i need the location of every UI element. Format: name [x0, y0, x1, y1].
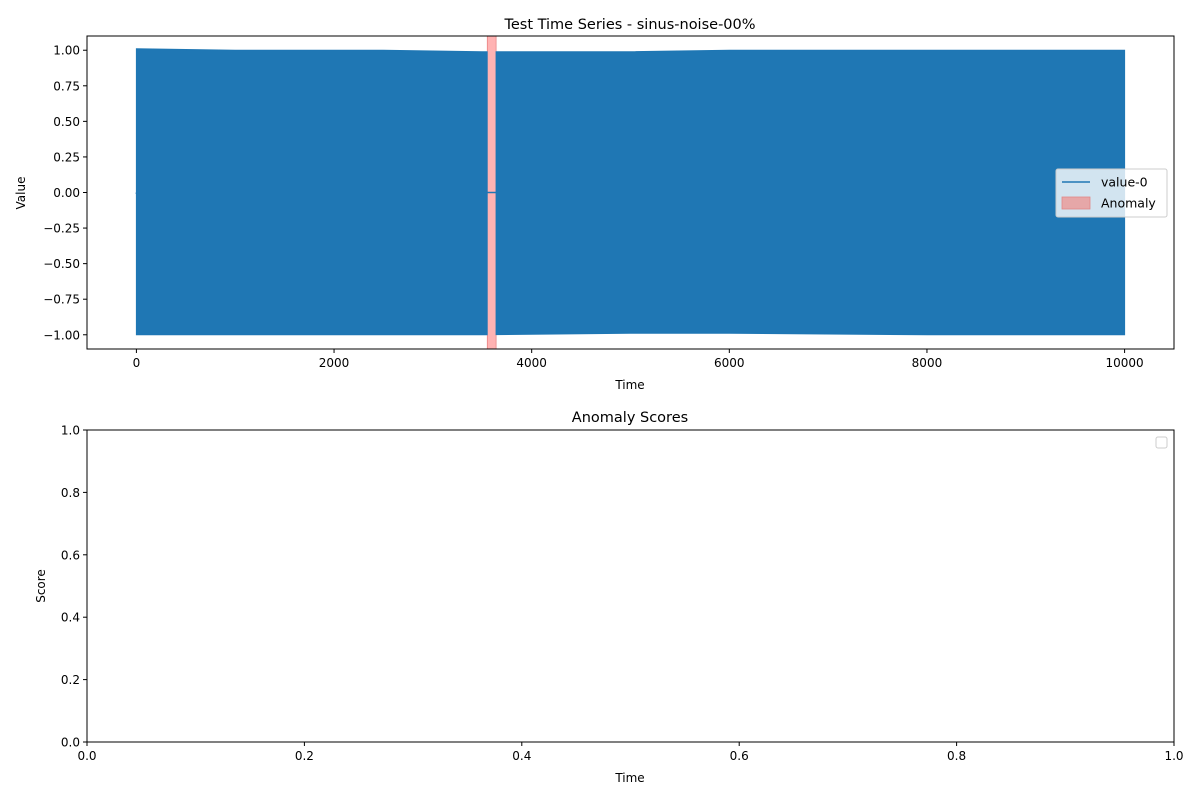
timeseries-axes-frame — [86, 35, 1175, 350]
y-tick-label: 0.0 — [61, 736, 80, 750]
x-tick-label: 0.2 — [295, 749, 314, 763]
x-tick-label: 4000 — [516, 356, 547, 370]
timeseries-plot-area — [135, 35, 1126, 350]
x-tick-label: 0.8 — [947, 749, 966, 763]
x-tick-label: 0 — [133, 356, 141, 370]
scores-axes-frame — [86, 429, 1175, 743]
scores-y-ticks: 0.0 0.2 0.4 0.6 0.8 1.0 — [61, 424, 87, 750]
y-tick-label: −0.50 — [43, 257, 80, 271]
y-tick-label: 0.8 — [61, 486, 80, 500]
y-tick-label: −0.75 — [43, 293, 80, 307]
scores-y-axis-label: Score — [34, 569, 48, 603]
scores-x-axis-label: Time — [614, 771, 644, 785]
y-tick-label: 0.25 — [53, 150, 80, 164]
series-value-0-band — [495, 49, 1126, 336]
timeseries-y-ticks: 1.00 0.75 0.50 0.25 0.00 −0.25 −0.50 −0.75 −1.00 — [43, 44, 87, 342]
y-tick-label: 0.00 — [53, 186, 80, 200]
series-value-0-band — [135, 48, 488, 336]
timeseries-legend: value-0 Anomaly — [1055, 168, 1168, 218]
y-tick-label: 0.4 — [61, 611, 80, 625]
y-tick-label: −1.00 — [43, 328, 80, 342]
timeseries-x-ticks: 0 2000 4000 6000 8000 10000 — [133, 349, 1144, 370]
x-tick-label: 8000 — [912, 356, 943, 370]
x-tick-label: 0.6 — [730, 749, 749, 763]
x-tick-label: 10000 — [1105, 356, 1143, 370]
timeseries-x-axis-label: Time — [614, 378, 644, 392]
legend-value-label: value-0 — [1101, 175, 1148, 190]
y-tick-label: 0.50 — [53, 115, 80, 129]
y-tick-label: 1.0 — [61, 424, 80, 438]
timeseries-y-axis-label: Value — [14, 177, 28, 210]
legend-anomaly-label: Anomaly — [1101, 196, 1156, 211]
x-tick-label: 1.0 — [1164, 749, 1183, 763]
timeseries-title: Test Time Series - sinus-noise-00% — [503, 17, 755, 33]
scores-empty-legend — [1155, 436, 1168, 449]
x-tick-label: 0.4 — [512, 749, 531, 763]
y-tick-label: 0.6 — [61, 548, 80, 562]
x-tick-label: 2000 — [319, 356, 350, 370]
legend-anomaly-swatch — [1061, 196, 1091, 210]
y-tick-label: −0.25 — [43, 222, 80, 236]
x-tick-label: 0.0 — [77, 749, 96, 763]
y-tick-label: 1.00 — [53, 44, 80, 58]
y-tick-label: 0.75 — [53, 79, 80, 93]
scores-x-ticks: 0.0 0.2 0.4 0.6 0.8 1.0 — [77, 742, 1184, 763]
timeseries-subplot: Test Time Series - sinus-noise-00% 0 2000… — [14, 17, 1175, 392]
scores-subplot: Anomaly Scores 0.0 0.2 0.4 0.6 0.8 1.0 0.0 0.2… — [34, 410, 1184, 785]
y-tick-label: 0.2 — [61, 673, 80, 687]
x-tick-label: 6000 — [714, 356, 745, 370]
scores-title: Anomaly Scores — [572, 410, 688, 426]
